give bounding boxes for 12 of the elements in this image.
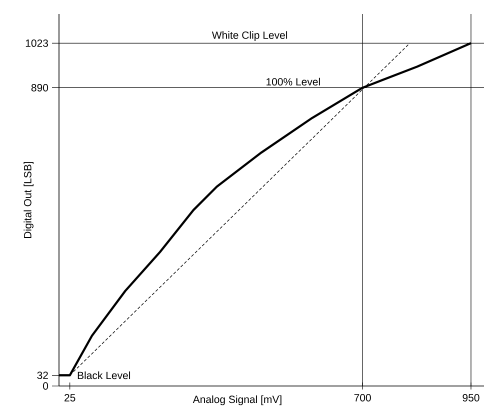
y-axis-title: Digital Out [LSB] [24, 162, 34, 238]
annotation: White Clip Level [212, 31, 288, 41]
y-tick-label: 32 [37, 372, 48, 379]
annotation: Black Level [78, 371, 130, 380]
x-tick-label: 25 [64, 394, 76, 402]
y-tick-label: 0 [43, 382, 48, 390]
x-axis-title: Analog Signal [mV] [192, 395, 282, 406]
y-tick-label: 890 [31, 84, 48, 92]
annotation: 100% Level [266, 78, 320, 86]
y-tick-label: 1023 [26, 39, 48, 47]
x-tick-label: 700 [354, 394, 371, 402]
x-tick-label: 950 [462, 394, 480, 402]
